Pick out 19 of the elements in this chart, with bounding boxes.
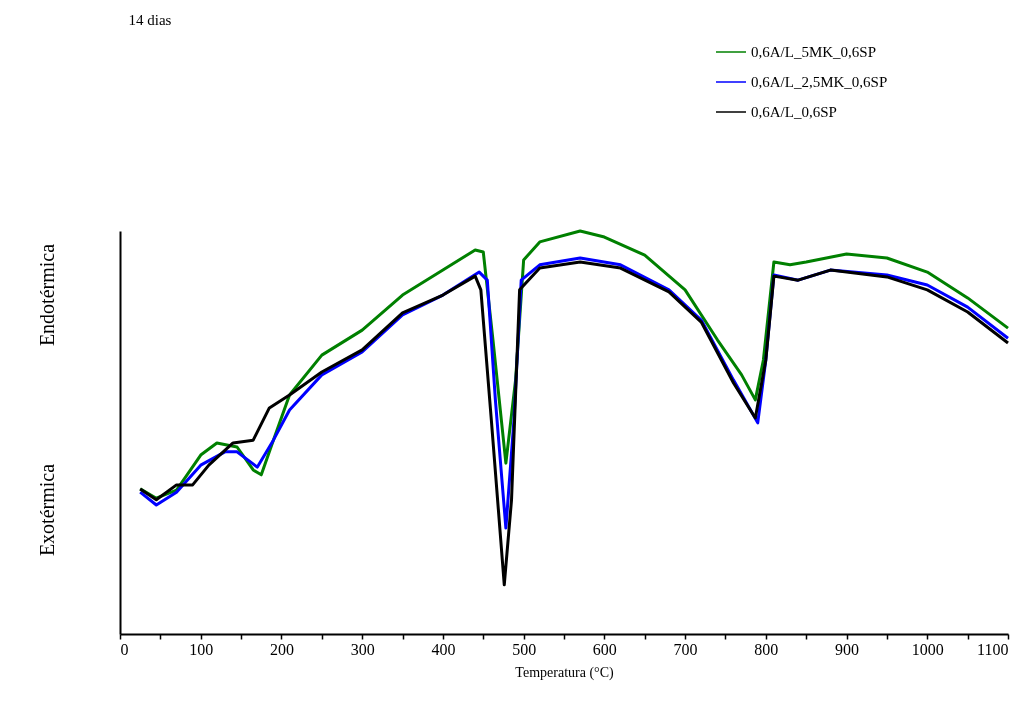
- x-tick-label: 400: [431, 640, 456, 658]
- text: Endotérmica: [36, 243, 58, 347]
- text: Exotérmica: [36, 463, 58, 557]
- x-tick-label: 800: [754, 640, 779, 658]
- x-tick-label: 100: [189, 640, 214, 658]
- x-tick-label: 300: [350, 640, 375, 658]
- x-tick-label: 0: [120, 640, 129, 658]
- legend-label: 0,6A/L_0,6SP: [751, 104, 837, 120]
- text: 14 dias: [128, 12, 172, 28]
- legend-label: 0,6A/L_2,5MK_0,6SP: [751, 74, 888, 90]
- x-tick-label: 200: [269, 640, 294, 658]
- x-tick-label: 900: [835, 640, 860, 658]
- x-tick-label: 1100: [977, 640, 1009, 658]
- x-tick-label: 600: [592, 640, 617, 658]
- x-axis-title: Temperatura (°C): [515, 664, 614, 681]
- x-tick-label: 700: [673, 640, 698, 658]
- legend-label: 0,6A/L_5MK_0,6SP: [751, 44, 877, 60]
- x-tick-label: 1000: [911, 640, 944, 658]
- x-tick-label: 500: [512, 640, 537, 658]
